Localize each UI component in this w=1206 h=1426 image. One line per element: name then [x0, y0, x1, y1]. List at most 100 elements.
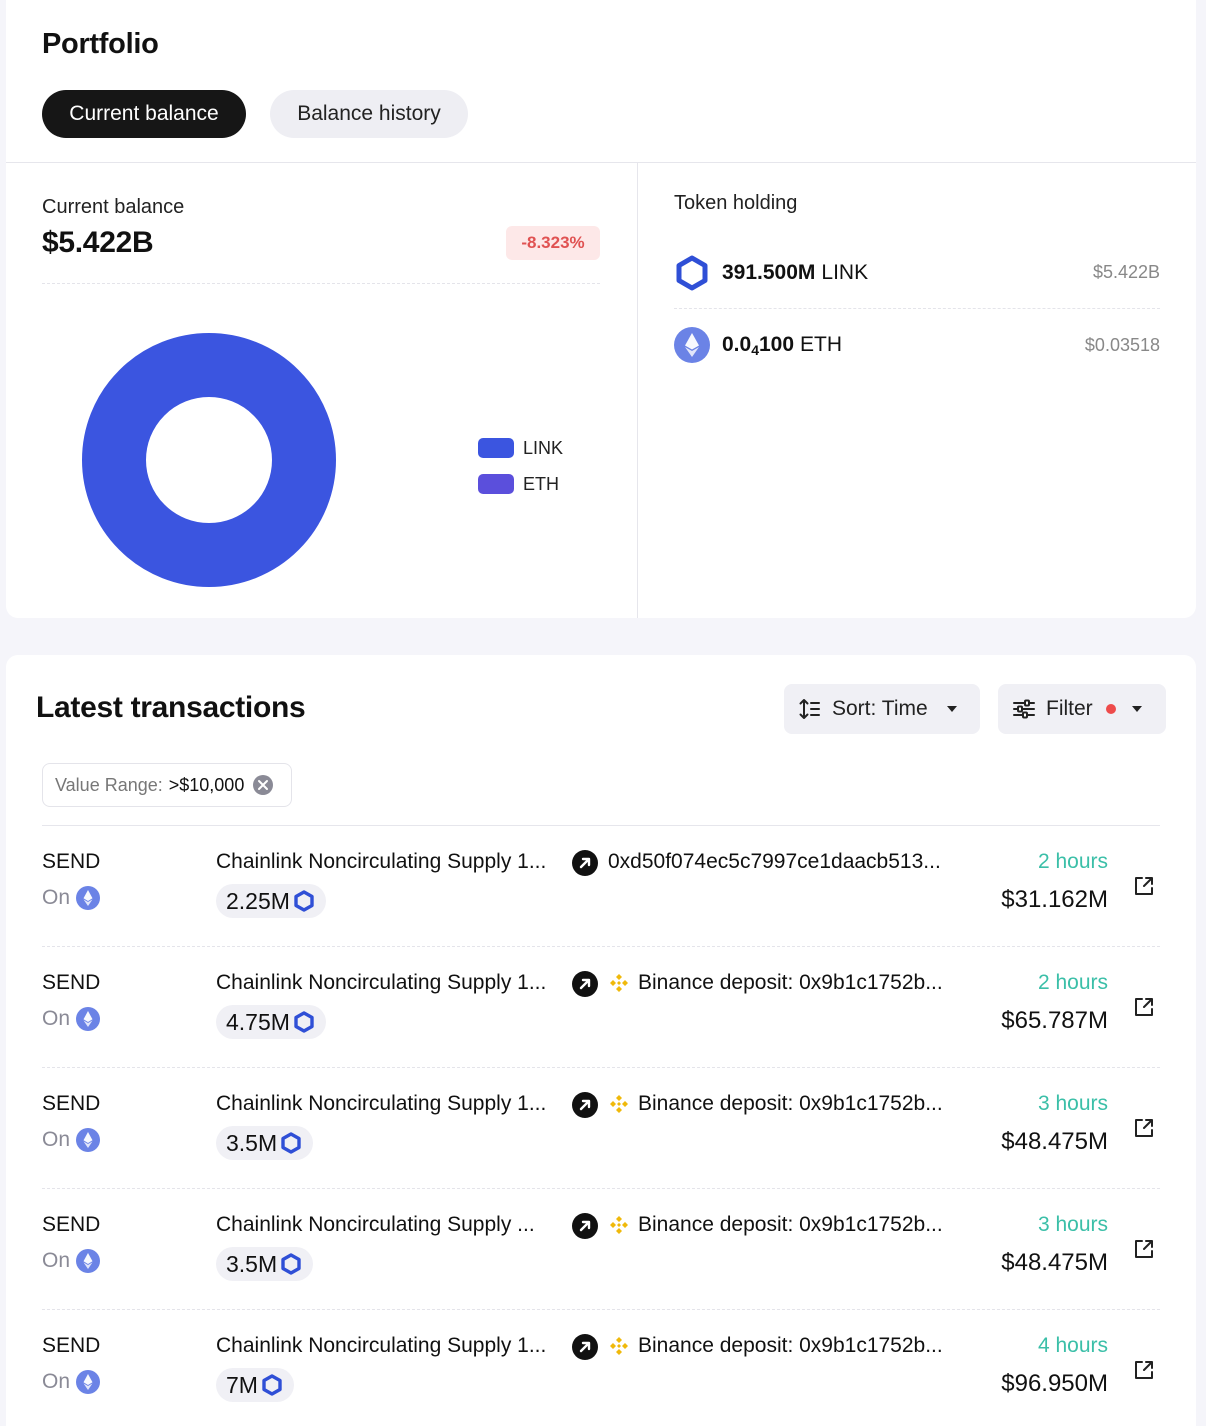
page-title: Portfolio	[42, 28, 159, 60]
ethereum-icon	[76, 1249, 101, 1273]
outgoing-arrow-icon[interactable]	[572, 1092, 598, 1118]
chainlink-icon	[676, 255, 708, 290]
table-row[interactable]: SEND On Chainlink Noncirculating Supply 1.…	[42, 826, 1160, 947]
tx-token-amount: 3.5M	[216, 1247, 314, 1281]
table-row[interactable]: SEND On Chainlink Noncirculating Supply 1.…	[42, 1068, 1160, 1189]
sort-icon	[799, 699, 820, 719]
tx-to-label: 0xd50f074ec5c7997ce1daacb513...	[608, 850, 941, 873]
tx-token-amount: 2.25M	[216, 884, 326, 918]
ethereum-icon	[76, 1007, 101, 1031]
filter-chip-value-range: Value Range: >$10,000	[42, 763, 292, 807]
tx-from-address[interactable]: Chainlink Noncirculating Supply 1...	[216, 850, 547, 873]
allocation-donut-chart	[82, 333, 336, 587]
tx-from-address[interactable]: Chainlink Noncirculating Supply 1...	[216, 971, 547, 994]
ethereum-icon	[674, 327, 710, 363]
tab-balance-history[interactable]: Balance history	[270, 90, 468, 138]
token-usd-value: $0.03518	[1084, 334, 1160, 355]
tx-amount-value: 3.5M	[226, 1250, 278, 1277]
token-row-eth: 0.04100 ETH $0.03518	[674, 309, 1160, 381]
outgoing-arrow-icon[interactable]	[572, 1334, 598, 1360]
tx-type: SEND	[42, 971, 101, 994]
external-link-icon[interactable]	[1132, 995, 1156, 1019]
binance-icon	[610, 974, 628, 992]
token-usd-value: $5.422B	[1092, 262, 1160, 282]
token-holding-title: Token holding	[674, 192, 798, 214]
binance-icon	[610, 1216, 628, 1234]
tx-usd-value: $65.787M	[1001, 1007, 1108, 1034]
tx-to-address[interactable]: Binance deposit: 0x9b1c1752b...	[608, 1092, 954, 1116]
external-link-icon[interactable]	[1132, 1358, 1156, 1382]
divider	[42, 1309, 1160, 1310]
legend-label: ETH	[523, 473, 559, 494]
tx-type: SEND	[42, 850, 101, 873]
tx-chain-label: On	[42, 1007, 71, 1030]
tx-from-address[interactable]: Chainlink Noncirculating Supply 1...	[216, 1092, 547, 1115]
chip-value: >$10,000	[168, 774, 245, 795]
outgoing-arrow-icon[interactable]	[572, 1213, 598, 1239]
tx-chain-label: On	[42, 1249, 71, 1272]
tx-usd-value: $48.475M	[1001, 1128, 1108, 1155]
external-link-icon[interactable]	[1132, 874, 1156, 898]
tab-current-balance[interactable]: Current balance	[42, 90, 246, 138]
tx-time: 4 hours	[1037, 1334, 1108, 1357]
tx-from-address[interactable]: Chainlink Noncirculating Supply ...	[216, 1213, 535, 1236]
tx-usd-value: $96.950M	[1001, 1370, 1108, 1397]
filter-dropdown[interactable]: Filter	[998, 684, 1166, 734]
token-amount: 391.500M	[722, 260, 816, 284]
table-row[interactable]: SEND On Chainlink Noncirculating Supply 1.…	[42, 947, 1160, 1068]
external-link-icon[interactable]	[1132, 1237, 1156, 1261]
outgoing-arrow-icon[interactable]	[572, 850, 598, 876]
tx-amount-value: 7M	[226, 1371, 258, 1398]
tx-type: SEND	[42, 1334, 101, 1357]
transactions-card: Latest transactions Sort: Time Filter Va…	[6, 655, 1196, 1426]
donut-slice-link	[82, 333, 336, 587]
tx-to-label: Binance deposit: 0x9b1c1752b...	[638, 1213, 943, 1236]
sort-dropdown[interactable]: Sort: Time	[784, 684, 980, 734]
ethereum-icon	[76, 886, 101, 910]
tx-chain-label: On	[42, 1370, 71, 1393]
tx-chain: On	[42, 1128, 101, 1152]
tx-chain: On	[42, 886, 101, 910]
balance-label: Current balance	[42, 196, 185, 218]
divider	[6, 162, 1196, 163]
tx-to-address[interactable]: Binance deposit: 0x9b1c1752b...	[608, 1213, 954, 1237]
token-symbol: ETH	[800, 333, 843, 356]
legend-item-eth: ETH	[478, 466, 563, 502]
tx-time: 3 hours	[1037, 1092, 1108, 1115]
caret-down-icon	[947, 706, 957, 712]
divider	[42, 1067, 1160, 1068]
binance-icon	[610, 1337, 628, 1355]
outgoing-arrow-icon[interactable]	[572, 971, 598, 997]
tx-time: 3 hours	[1037, 1213, 1108, 1236]
balance-value: $5.422B	[42, 226, 154, 259]
token-amount: 0.04100	[722, 332, 795, 358]
external-link-icon[interactable]	[1132, 1116, 1156, 1140]
portfolio-card: Portfolio Current balance Balance histor…	[6, 0, 1196, 618]
divider	[42, 283, 600, 284]
tx-amount-value: 3.5M	[226, 1129, 278, 1156]
divider	[42, 946, 1160, 947]
token-symbol: LINK	[821, 260, 869, 284]
remove-filter-icon[interactable]	[252, 774, 274, 796]
tx-to-label: Binance deposit: 0x9b1c1752b...	[638, 971, 943, 994]
chart-legend: LINK ETH	[478, 430, 563, 502]
tx-to-address[interactable]: Binance deposit: 0x9b1c1752b...	[608, 971, 954, 995]
chainlink-icon	[294, 890, 314, 912]
chainlink-icon	[281, 1132, 301, 1154]
tx-type: SEND	[42, 1092, 101, 1115]
tx-to-label: Binance deposit: 0x9b1c1752b...	[638, 1092, 943, 1115]
legend-swatch	[478, 474, 514, 494]
tx-to-address[interactable]: Binance deposit: 0x9b1c1752b...	[608, 1334, 954, 1358]
table-row[interactable]: SEND On Chainlink Noncirculating Supply ..…	[42, 1189, 1160, 1310]
tx-token-amount: 3.5M	[216, 1126, 314, 1160]
binance-icon	[610, 1095, 628, 1113]
tx-time: 2 hours	[1037, 971, 1108, 994]
divider	[42, 1188, 1160, 1189]
tx-token-amount: 7M	[216, 1368, 294, 1402]
table-row[interactable]: SEND On Chainlink Noncirculating Supply 1.…	[42, 1310, 1160, 1426]
chainlink-icon	[262, 1374, 282, 1396]
ethereum-icon	[76, 1128, 101, 1152]
tx-to-label: Binance deposit: 0x9b1c1752b...	[638, 1334, 943, 1357]
tx-from-address[interactable]: Chainlink Noncirculating Supply 1...	[216, 1334, 547, 1357]
tx-to-address[interactable]: 0xd50f074ec5c7997ce1daacb513...	[608, 850, 954, 874]
